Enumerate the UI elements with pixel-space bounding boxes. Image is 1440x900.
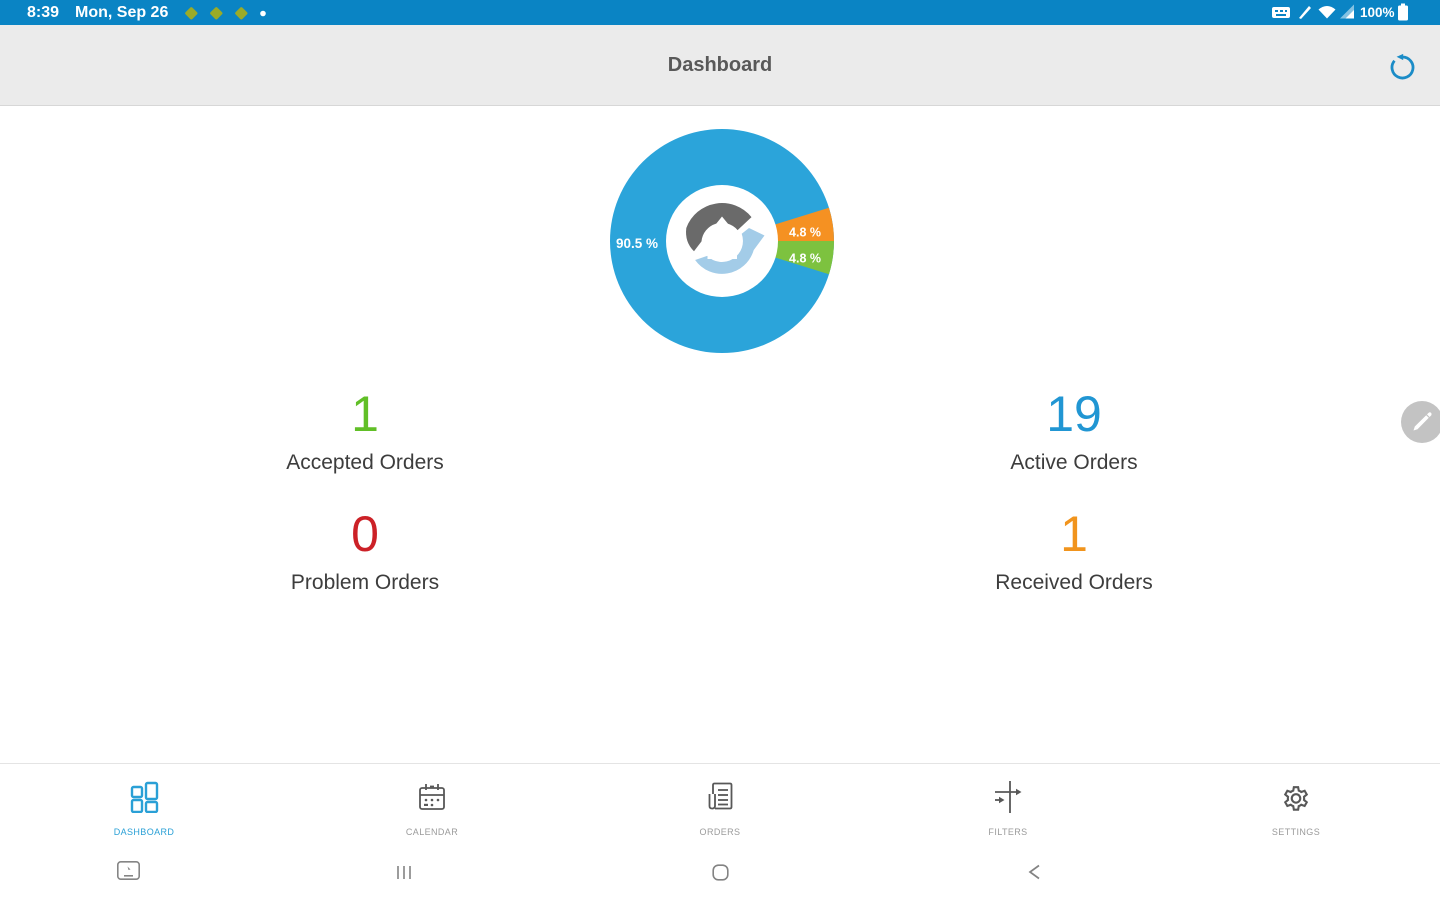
svg-text:100%: 100% bbox=[1360, 5, 1395, 20]
svg-text:4.8 %: 4.8 % bbox=[789, 252, 821, 266]
svg-text:4.8 %: 4.8 % bbox=[789, 226, 821, 240]
svg-text:90.5 %: 90.5 % bbox=[616, 236, 658, 251]
